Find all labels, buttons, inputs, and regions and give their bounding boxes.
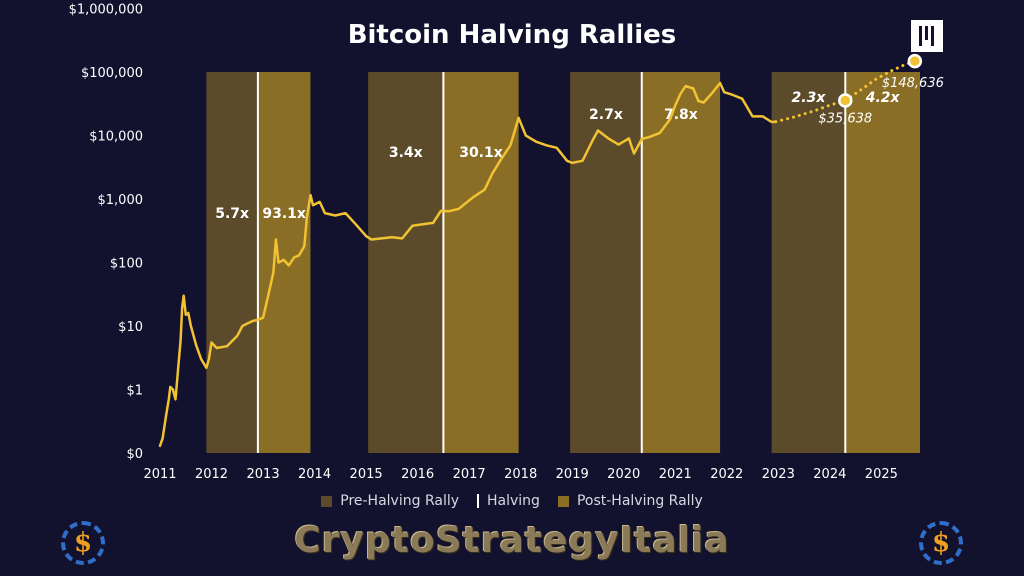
pre-halving-band-4	[570, 72, 642, 453]
legend-halving-label: Halving	[487, 493, 540, 509]
x-tick-label: 2018	[504, 467, 537, 482]
x-tick-label: 2021	[659, 467, 692, 482]
y-tick-label: $100	[110, 257, 143, 272]
y-tick-label: $1,000	[98, 193, 144, 208]
legend-item-pre-halving: Pre-Halving Rally	[321, 493, 459, 509]
legend-item-post-halving: Post-Halving Rally	[557, 493, 703, 509]
post-halving-swatch	[557, 495, 569, 507]
pre-halving-band-2	[368, 72, 444, 453]
brand-watermark: CryptoStrategyItalia	[294, 520, 730, 561]
x-tick-label: 2022	[710, 467, 743, 482]
post-halving-band-7	[845, 72, 920, 453]
y-tick-label: $1,000,000	[69, 3, 143, 18]
legend-pre-label: Pre-Halving Rally	[340, 493, 460, 509]
x-tick-label: 2011	[143, 467, 176, 482]
x-axis-ticks: 2011 2012 2013 2014 2015 2016 2017 2018 2019 2020…	[143, 467, 897, 482]
projection-value-label: $148,636	[882, 76, 944, 91]
rally-multiplier-label: 30.1x	[459, 145, 503, 161]
x-tick-label: 2017	[453, 467, 486, 482]
projection-value-label: $35,638	[818, 111, 872, 126]
publisher-logo	[911, 20, 943, 52]
rally-multiplier-label: 2.3x	[792, 90, 827, 106]
x-tick-label: 2019	[556, 467, 589, 482]
rally-multiplier-label: 3.4x	[389, 145, 423, 161]
y-tick-label: $1	[126, 384, 143, 399]
post-halving-band-1	[257, 72, 311, 453]
halving-line-swatch	[477, 494, 480, 508]
right-corner-logo-icon: $	[919, 521, 963, 565]
price-line	[158, 81, 777, 448]
projection-point	[907, 53, 923, 69]
x-tick-label: 2013	[247, 467, 280, 482]
x-tick-label: 2014	[298, 467, 331, 482]
halving-lines	[256, 72, 847, 453]
x-tick-label: 2020	[607, 467, 640, 482]
x-tick-label: 2016	[401, 467, 434, 482]
y-tick-label: $10	[118, 320, 143, 335]
rally-multiplier-label: 93.1x	[262, 206, 306, 222]
x-tick-label: 2012	[195, 467, 228, 482]
x-tick-label: 2024	[813, 467, 846, 482]
pre-halving-swatch	[321, 495, 333, 507]
post-halving-band-5	[641, 72, 721, 453]
legend-post-label: Post-Halving Rally	[576, 493, 703, 509]
chart-legend: Pre-Halving Rally Halving Post-Halving R…	[0, 493, 1024, 509]
rally-multiplier-label: 2.7x	[589, 107, 623, 123]
legend-item-halving: Halving	[477, 493, 540, 509]
left-corner-logo-icon: $	[61, 521, 105, 565]
y-axis-ticks: $0 $1 $10 $100 $1,000 $10,000 $100,000 $1,000,0…	[69, 3, 143, 463]
y-tick-label: $100,000	[81, 66, 143, 81]
y-tick-label: $10,000	[89, 130, 143, 145]
period-bands	[206, 72, 920, 453]
rally-multiplier-label: 4.2x	[865, 90, 901, 106]
rally-multiplier-label: 5.7x	[215, 206, 249, 222]
x-tick-label: 2015	[350, 467, 383, 482]
chart-title: Bitcoin Halving Rallies	[347, 20, 677, 50]
y-tick-label: $0	[126, 447, 143, 462]
projection-line	[774, 59, 917, 124]
post-halving-band-3	[443, 72, 519, 453]
projection-annotations: $35,638 $148,636	[818, 53, 944, 126]
x-tick-label: 2025	[865, 467, 898, 482]
pre-halving-band-6	[771, 72, 846, 453]
projection-point	[838, 93, 853, 108]
price-series	[158, 59, 917, 448]
x-tick-label: 2023	[762, 467, 795, 482]
pre-halving-band-0	[206, 72, 258, 453]
